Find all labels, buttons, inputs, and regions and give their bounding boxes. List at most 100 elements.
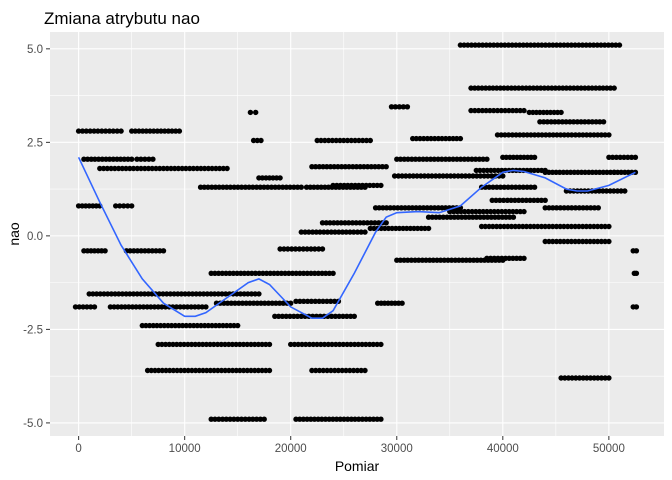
data-point: [247, 300, 253, 306]
data-point: [598, 42, 604, 48]
data-point: [546, 42, 552, 48]
data-point: [175, 165, 182, 172]
data-point: [330, 416, 336, 422]
data-point: [559, 119, 566, 125]
data-point: [151, 128, 157, 134]
data-point: [607, 169, 614, 175]
data-point: [465, 208, 471, 215]
data-point: [506, 107, 512, 114]
data-point: [134, 156, 140, 162]
data-point: [104, 165, 111, 172]
data-point: [531, 132, 538, 138]
data-point: [589, 119, 595, 125]
data-point: [494, 42, 501, 48]
data-point: [308, 270, 314, 276]
data-point: [417, 135, 423, 142]
data-point: [382, 225, 388, 232]
data-point: [231, 416, 237, 422]
data-point: [395, 173, 402, 179]
data-point: [561, 205, 567, 211]
data-point: [598, 375, 605, 381]
data-point: [188, 341, 195, 348]
data-point: [367, 182, 373, 189]
data-point: [578, 85, 584, 91]
data-point: [450, 156, 456, 162]
data-point: [309, 164, 315, 170]
data-point: [253, 109, 259, 116]
data-point: [356, 182, 362, 189]
data-point: [142, 248, 148, 254]
data-point: [238, 184, 245, 190]
data-point: [153, 248, 159, 254]
data-point: [388, 104, 395, 110]
data-point: [561, 238, 567, 245]
data-point: [269, 300, 275, 306]
data-point: [177, 304, 183, 310]
data-point: [215, 270, 222, 276]
data-point: [231, 184, 237, 190]
data-point: [301, 298, 307, 304]
data-point: [531, 42, 538, 48]
data-point: [167, 291, 174, 297]
data-point: [402, 205, 408, 211]
data-point: [436, 214, 443, 220]
data-point: [214, 341, 221, 348]
data-point: [517, 255, 523, 261]
data-point: [431, 205, 438, 211]
data-point: [461, 208, 468, 215]
data-point: [502, 208, 509, 215]
data-point: [316, 164, 323, 170]
data-point: [344, 341, 350, 348]
data-point: [430, 257, 436, 263]
data-point: [161, 322, 167, 329]
data-point: [216, 165, 223, 172]
data-point: [348, 341, 354, 348]
data-point: [606, 223, 612, 230]
data-point: [494, 85, 500, 91]
data-point: [494, 184, 500, 190]
data-point: [278, 270, 285, 276]
data-point: [477, 167, 483, 174]
data-point: [602, 223, 608, 230]
data-point: [476, 42, 482, 48]
data-point: [254, 300, 260, 306]
data-point: [611, 188, 617, 194]
data-point: [517, 208, 523, 215]
data-point: [589, 85, 595, 91]
data-point: [293, 416, 299, 422]
data-point: [311, 184, 317, 190]
data-point: [420, 205, 427, 211]
data-point: [302, 229, 308, 235]
data-point: [602, 238, 608, 245]
data-point: [622, 188, 628, 194]
data-point: [424, 156, 430, 162]
smooth-line: [77, 156, 636, 319]
data-point: [303, 341, 309, 348]
data-point: [509, 184, 515, 190]
data-points: [72, 42, 640, 422]
data-point: [256, 270, 262, 276]
data-point: [130, 165, 137, 172]
data-point: [598, 132, 605, 138]
data-point: [178, 367, 184, 374]
data-point: [468, 85, 474, 91]
data-point: [237, 341, 243, 348]
data-point: [308, 298, 315, 304]
data-point: [357, 220, 363, 226]
data-point: [136, 128, 142, 134]
data-point: [319, 246, 326, 252]
data-point: [330, 270, 336, 276]
data-point: [361, 164, 367, 170]
data-point: [528, 132, 534, 138]
data-point: [204, 367, 210, 374]
data-point: [256, 291, 262, 297]
data-point: [354, 367, 361, 374]
data-point: [487, 42, 493, 48]
data-point: [507, 214, 513, 220]
data-point: [236, 300, 242, 306]
data-point: [391, 173, 398, 179]
data-point: [325, 137, 332, 144]
data-point: [553, 42, 560, 48]
data-point: [494, 107, 501, 114]
data-point: [583, 42, 589, 48]
